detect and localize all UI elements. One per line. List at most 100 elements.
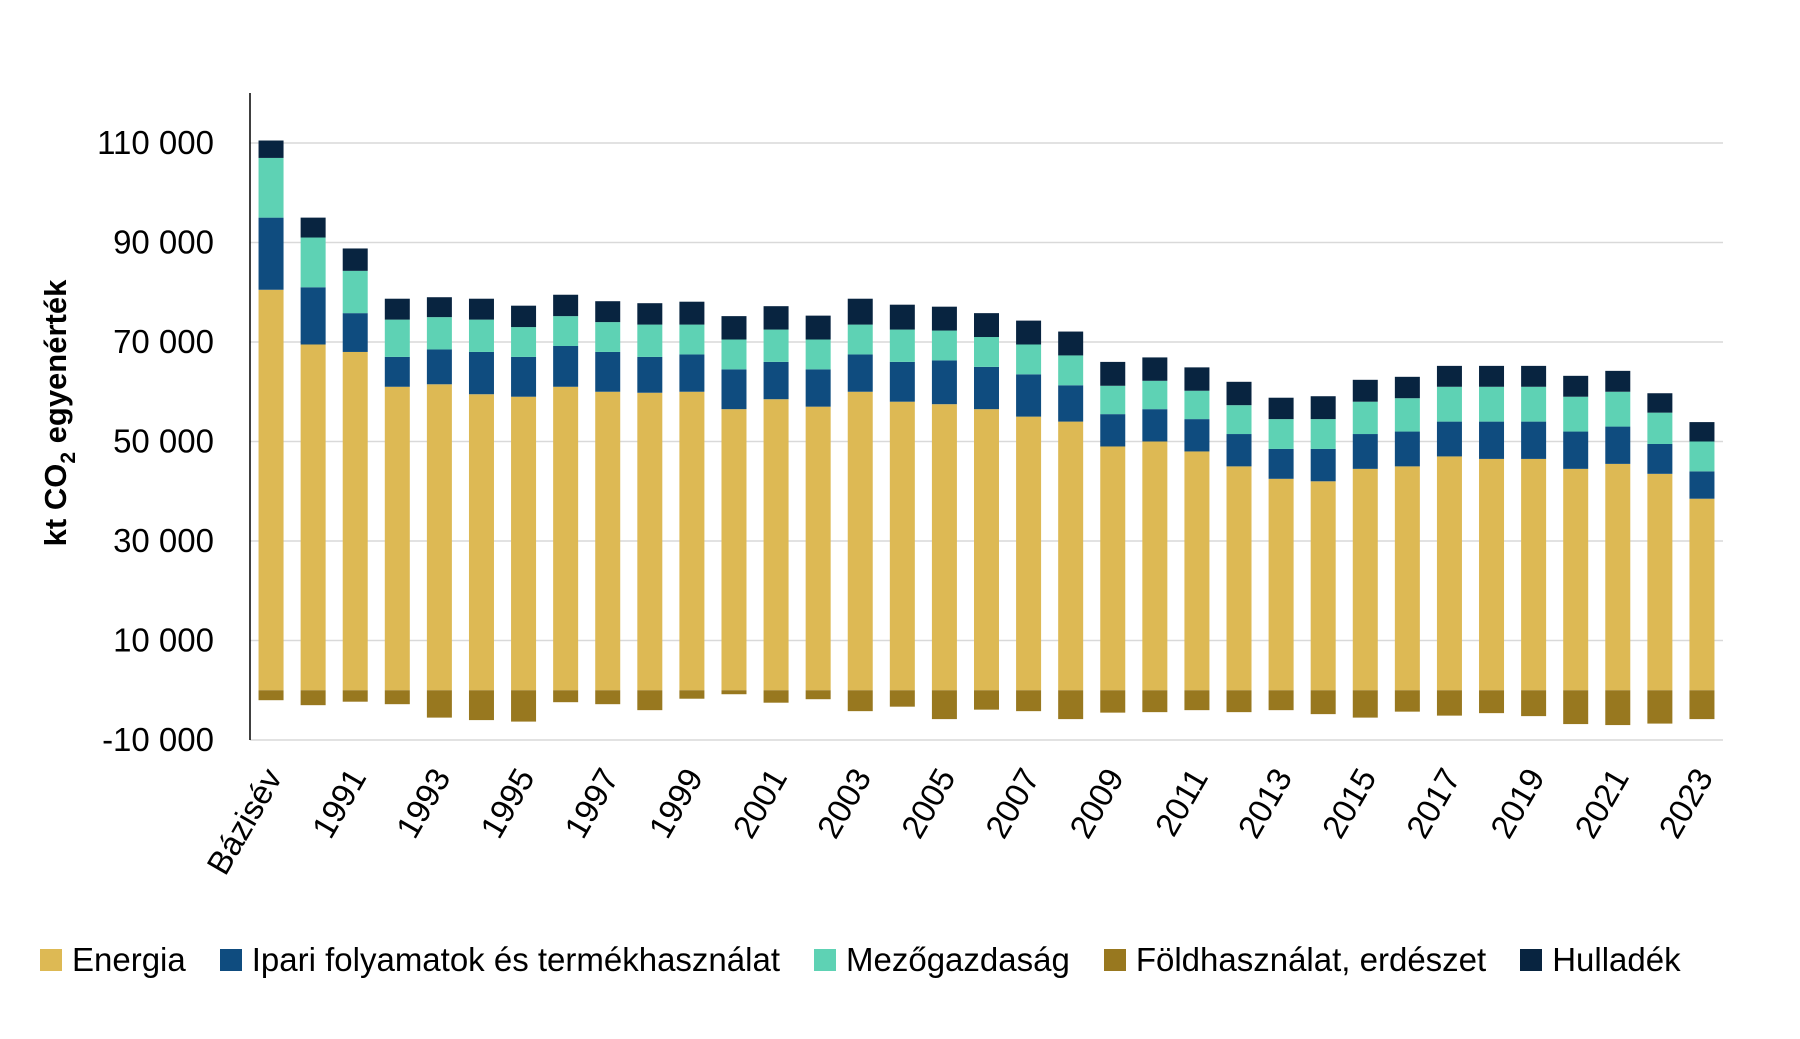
bar-segment <box>931 360 957 405</box>
bar-segment <box>1100 385 1126 415</box>
bar-segment <box>974 366 999 410</box>
x-tick-label: 2023 <box>1651 762 1720 844</box>
bar-segment <box>721 409 747 691</box>
bar-segment <box>258 157 284 218</box>
x-tick-label: 1993 <box>389 762 458 844</box>
legend-item: Földhasználat, erdészet <box>1103 941 1486 979</box>
bar-segment <box>1226 381 1252 406</box>
bar-segment <box>1268 478 1294 691</box>
bar-segment <box>1226 466 1252 691</box>
bar-segment <box>1058 421 1084 691</box>
bar-segment <box>1647 473 1673 691</box>
bar-segment <box>1479 365 1505 387</box>
bar-segment <box>258 690 284 701</box>
bar-segment <box>1479 386 1505 422</box>
legend-item: Ipari folyamatok és termékhasználat <box>219 941 780 979</box>
y-tick-label: 70 000 <box>113 323 214 360</box>
bar-segment <box>1226 690 1252 713</box>
bar-segment <box>1352 468 1378 691</box>
bar-segment <box>1605 690 1631 726</box>
bar-segment <box>1310 419 1336 449</box>
bars <box>258 140 1715 726</box>
bar-segment <box>974 337 999 367</box>
bar-segment <box>511 356 537 397</box>
bar-segment <box>805 339 831 370</box>
bar-segment <box>300 237 326 288</box>
bar-segment <box>637 303 663 325</box>
legend-item: Hulladék <box>1520 941 1681 979</box>
bar-segment <box>679 324 705 355</box>
bar-segment <box>384 386 410 691</box>
bar-segment <box>342 248 368 271</box>
bar-segment <box>595 351 621 392</box>
bar-segment <box>1142 380 1168 410</box>
bar-segment <box>384 356 410 387</box>
bar-segment <box>1689 422 1715 442</box>
bar-segment <box>679 391 705 691</box>
bar-segment <box>974 409 999 691</box>
bar-segment <box>553 690 579 703</box>
bar-segment <box>763 361 789 400</box>
bar-segment <box>1184 390 1210 420</box>
y-tick-label: 50 000 <box>113 423 214 460</box>
bar-segment <box>1184 451 1210 691</box>
x-tick-label: 2007 <box>978 762 1047 844</box>
legend-swatch <box>40 949 62 971</box>
bar-segment <box>426 297 452 318</box>
bar-segment <box>1142 409 1168 442</box>
x-tick-label: 2017 <box>1399 762 1468 844</box>
bar-segment <box>342 351 368 691</box>
bar-segment <box>1352 401 1378 435</box>
bar-segment <box>1226 434 1252 467</box>
bar-segment <box>1563 431 1589 469</box>
bar-segment <box>1058 690 1084 720</box>
bar-segment <box>889 304 915 330</box>
x-tick-label: 2001 <box>725 762 794 844</box>
bar-segment <box>1100 690 1126 713</box>
bar-segment <box>468 394 494 691</box>
bar-segment <box>721 316 747 340</box>
bar-segment <box>595 391 621 691</box>
bar-segment <box>511 305 537 328</box>
bar-segment <box>889 690 915 707</box>
bar-segment <box>1352 434 1378 469</box>
bar-segment <box>1436 456 1462 691</box>
y-tick-label: -10 000 <box>102 721 214 758</box>
x-tick-label: 2021 <box>1567 762 1636 844</box>
bar-segment <box>1563 396 1589 432</box>
y-axis-title-subscript: 2 <box>57 452 80 464</box>
bar-segment <box>1058 331 1084 356</box>
bar-segment <box>426 690 452 718</box>
y-tick-labels: -10 000 10 000 30 000 50 000 70 000 90 000 110… <box>97 124 214 758</box>
bar-segment <box>1689 498 1715 691</box>
bar-segment <box>1100 361 1126 386</box>
bar-segment <box>258 140 284 158</box>
bar-segment <box>1394 398 1420 432</box>
legend-swatch <box>1520 949 1543 971</box>
bar-segment <box>258 289 284 691</box>
x-tick-label: 2019 <box>1483 762 1552 844</box>
bar-segment <box>1184 690 1210 711</box>
bar-segment <box>805 369 831 407</box>
bar-segment <box>1521 421 1547 459</box>
bar-segment <box>931 690 957 720</box>
bar-segment <box>763 690 789 703</box>
bar-segment <box>763 329 789 362</box>
bar-segment <box>1521 690 1547 717</box>
bar-segment <box>679 354 705 392</box>
legend-swatch <box>219 949 242 971</box>
bar-segment <box>300 287 326 345</box>
bar-segment <box>1689 471 1715 499</box>
bar-segment <box>1605 426 1631 464</box>
bar-segment <box>553 294 579 317</box>
bar-segment <box>1647 412 1673 444</box>
legend: Energia Ipari folyamatok és termékhasznál… <box>40 938 1800 982</box>
legend-label: Energia <box>72 941 186 978</box>
x-tick-label: 2011 <box>1147 762 1215 842</box>
bar-segment <box>1563 468 1589 691</box>
bar-segment <box>468 351 494 395</box>
bar-segment <box>1058 385 1084 422</box>
bar-segment <box>1689 690 1715 720</box>
bar-segment <box>637 356 663 393</box>
bar-segment <box>763 399 789 691</box>
